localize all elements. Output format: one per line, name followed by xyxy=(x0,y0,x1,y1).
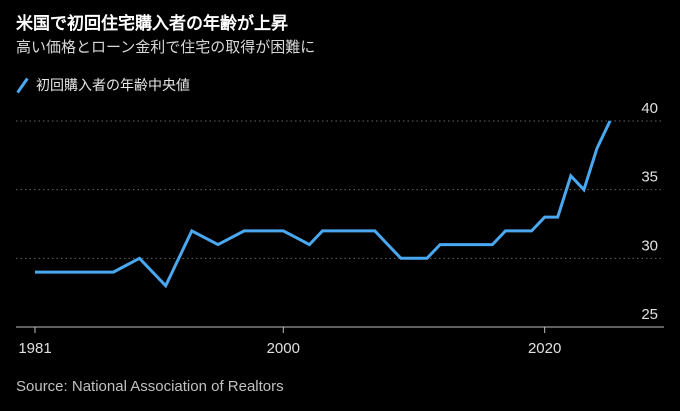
y-tick-label: 40 xyxy=(641,100,658,117)
chart-legend: 初回購入者の年齢中央値 xyxy=(16,75,190,95)
x-tick-label: 1981 xyxy=(18,340,51,357)
y-tick-label: 35 xyxy=(641,169,658,186)
y-tick-label: 25 xyxy=(641,306,658,323)
chart-title: 米国で初回住宅購入者の年齢が上昇 xyxy=(16,14,288,34)
chart-subtitle: 高い価格とローン金利で住宅の取得が困難に xyxy=(16,38,316,56)
series-line-0 xyxy=(35,120,612,289)
y-tick-label: 30 xyxy=(641,237,658,254)
x-tick-label: 2020 xyxy=(528,340,561,357)
source-note: Source: National Association of Realtors xyxy=(16,378,284,395)
x-tick-label: 2000 xyxy=(267,340,300,357)
legend-label: 初回購入者の年齢中央値 xyxy=(36,78,190,94)
